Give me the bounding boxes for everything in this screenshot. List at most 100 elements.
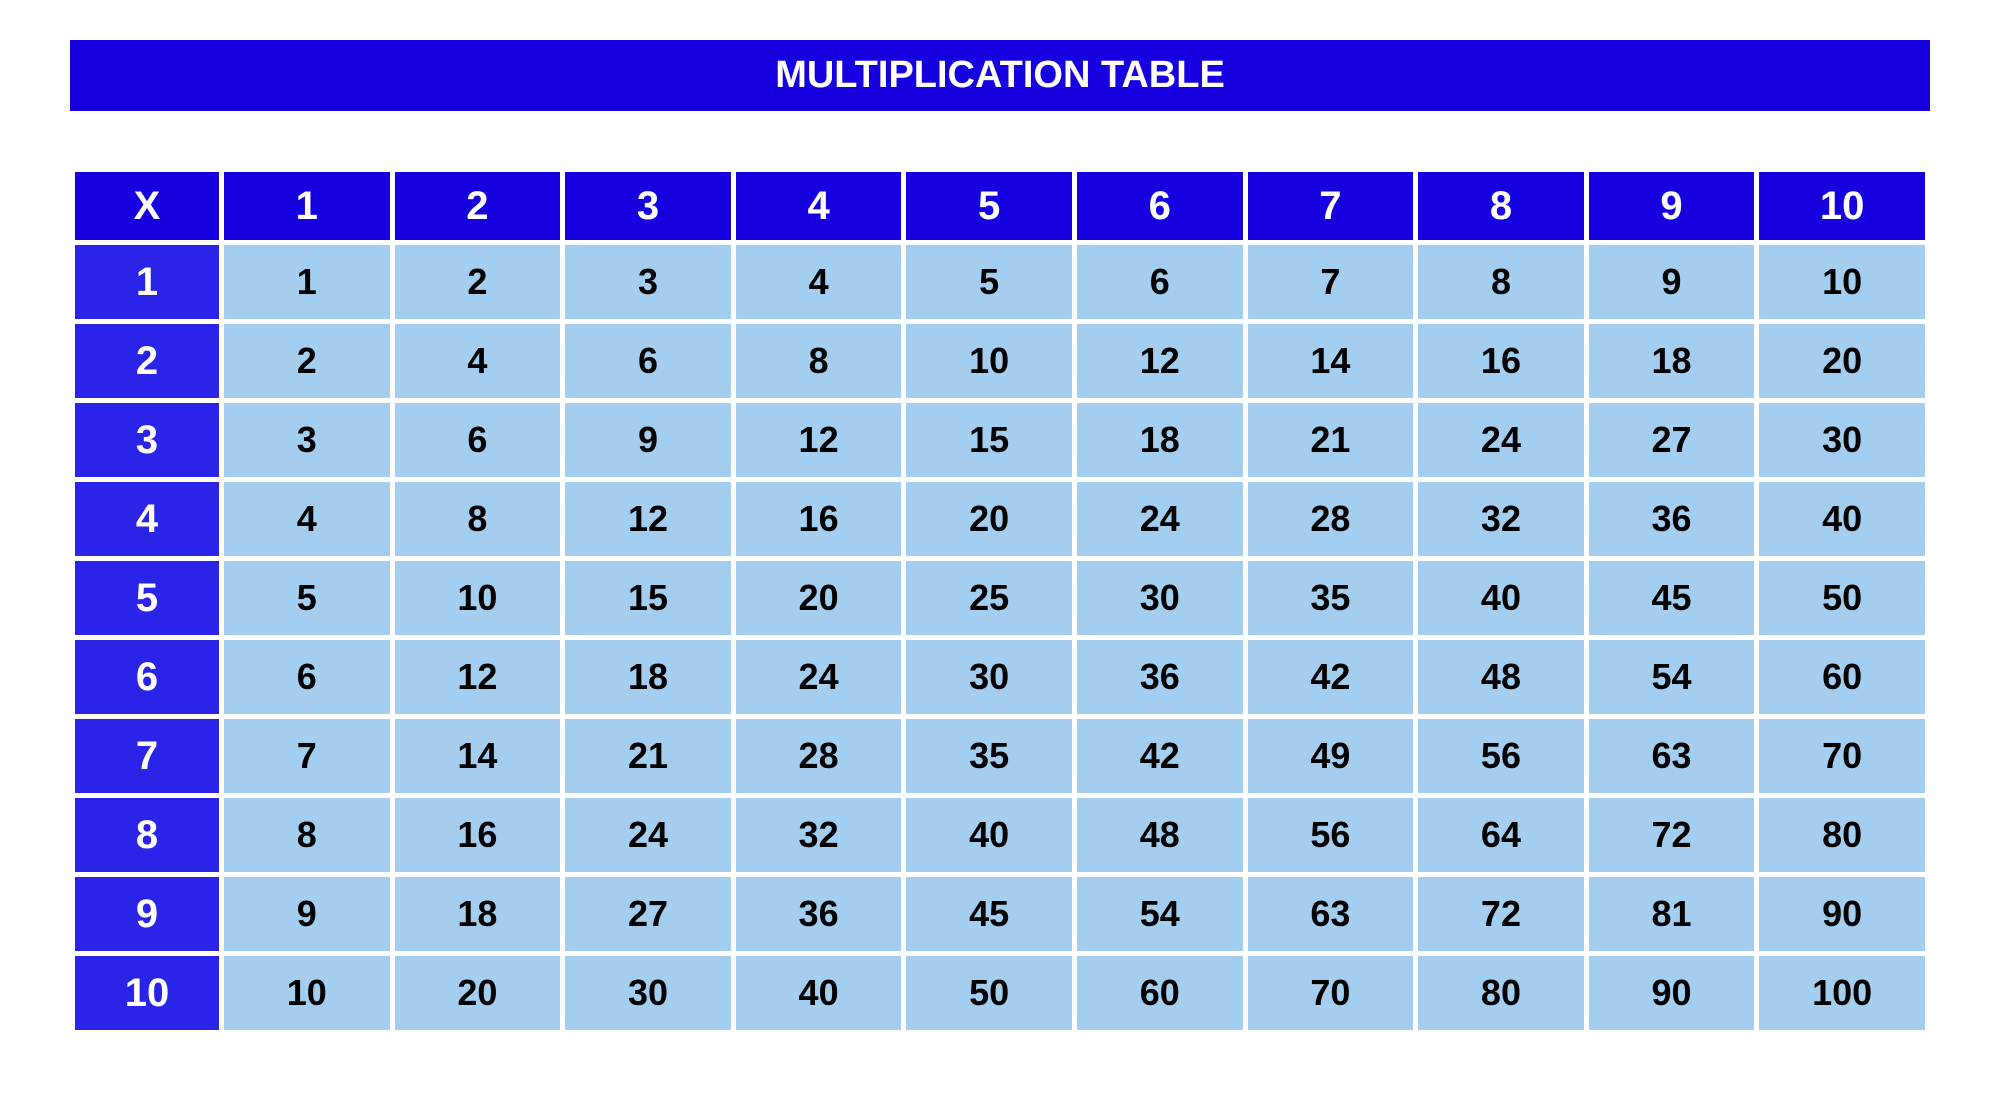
table-cell: 50 (906, 956, 1072, 1030)
table-corner-cell: X (75, 172, 219, 240)
table-cell: 18 (565, 640, 731, 714)
row-header: 6 (75, 640, 219, 714)
table-cell: 70 (1759, 719, 1925, 793)
table-row: 112345678910 (75, 245, 1925, 319)
table-cell: 90 (1589, 956, 1755, 1030)
table-cell: 100 (1759, 956, 1925, 1030)
table-cell: 4 (224, 482, 390, 556)
table-cell: 28 (736, 719, 902, 793)
table-cell: 3 (565, 245, 731, 319)
table-cell: 10 (224, 956, 390, 1030)
table-cell: 7 (224, 719, 390, 793)
page-title: MULTIPLICATION TABLE (70, 40, 1930, 111)
table-cell: 16 (736, 482, 902, 556)
table-cell: 18 (1589, 324, 1755, 398)
col-header: 6 (1077, 172, 1243, 240)
row-header: 5 (75, 561, 219, 635)
table-cell: 10 (906, 324, 1072, 398)
table-cell: 12 (565, 482, 731, 556)
table-cell: 10 (1759, 245, 1925, 319)
table-cell: 48 (1077, 798, 1243, 872)
table-cell: 12 (736, 403, 902, 477)
table-cell: 54 (1589, 640, 1755, 714)
multiplication-table: X 1 2 3 4 5 6 7 8 9 10 11234567891022468… (70, 167, 1930, 1035)
table-cell: 24 (736, 640, 902, 714)
table-row: 88162432404856647280 (75, 798, 1925, 872)
table-cell: 27 (1589, 403, 1755, 477)
table-cell: 5 (224, 561, 390, 635)
table-cell: 9 (224, 877, 390, 951)
col-header: 4 (736, 172, 902, 240)
table-cell: 90 (1759, 877, 1925, 951)
table-cell: 12 (1077, 324, 1243, 398)
col-header: 5 (906, 172, 1072, 240)
table-cell: 70 (1248, 956, 1414, 1030)
table-cell: 20 (1759, 324, 1925, 398)
table-cell: 32 (736, 798, 902, 872)
table-cell: 16 (1418, 324, 1584, 398)
col-header: 10 (1759, 172, 1925, 240)
table-cell: 6 (565, 324, 731, 398)
row-header: 10 (75, 956, 219, 1030)
table-cell: 8 (224, 798, 390, 872)
table-cell: 2 (395, 245, 561, 319)
table-cell: 6 (1077, 245, 1243, 319)
table-row: 22468101214161820 (75, 324, 1925, 398)
table-row: 99182736455463728190 (75, 877, 1925, 951)
table-row: 4481216202428323640 (75, 482, 1925, 556)
table-cell: 56 (1248, 798, 1414, 872)
table-cell: 16 (395, 798, 561, 872)
table-cell: 14 (395, 719, 561, 793)
table-cell: 72 (1589, 798, 1755, 872)
table-cell: 35 (1248, 561, 1414, 635)
table-row: 10102030405060708090100 (75, 956, 1925, 1030)
table-cell: 45 (1589, 561, 1755, 635)
table-cell: 1 (224, 245, 390, 319)
table-cell: 36 (1077, 640, 1243, 714)
row-header: 1 (75, 245, 219, 319)
col-header: 3 (565, 172, 731, 240)
table-cell: 4 (736, 245, 902, 319)
col-header: 8 (1418, 172, 1584, 240)
table-cell: 5 (906, 245, 1072, 319)
table-cell: 20 (395, 956, 561, 1030)
table-cell: 6 (224, 640, 390, 714)
table-cell: 8 (736, 324, 902, 398)
table-cell: 60 (1077, 956, 1243, 1030)
table-row: 336912151821242730 (75, 403, 1925, 477)
table-body: 1123456789102246810121416182033691215182… (75, 245, 1925, 1030)
table-cell: 18 (395, 877, 561, 951)
col-header: 1 (224, 172, 390, 240)
row-header: 4 (75, 482, 219, 556)
table-cell: 30 (1759, 403, 1925, 477)
table-cell: 30 (1077, 561, 1243, 635)
table-cell: 28 (1248, 482, 1414, 556)
table-cell: 81 (1589, 877, 1755, 951)
table-cell: 40 (1418, 561, 1584, 635)
col-header: 2 (395, 172, 561, 240)
table-cell: 9 (565, 403, 731, 477)
table-cell: 42 (1077, 719, 1243, 793)
table-cell: 40 (1759, 482, 1925, 556)
table-cell: 60 (1759, 640, 1925, 714)
table-cell: 63 (1589, 719, 1755, 793)
table-cell: 20 (906, 482, 1072, 556)
table-cell: 4 (395, 324, 561, 398)
table-cell: 36 (736, 877, 902, 951)
table-cell: 80 (1418, 956, 1584, 1030)
table-cell: 18 (1077, 403, 1243, 477)
spacer (70, 111, 1930, 167)
table-cell: 21 (1248, 403, 1414, 477)
row-header: 9 (75, 877, 219, 951)
table-cell: 10 (395, 561, 561, 635)
table-row: 66121824303642485460 (75, 640, 1925, 714)
table-cell: 15 (906, 403, 1072, 477)
table-cell: 27 (565, 877, 731, 951)
table-cell: 24 (1077, 482, 1243, 556)
table-row: 55101520253035404550 (75, 561, 1925, 635)
table-cell: 80 (1759, 798, 1925, 872)
table-cell: 56 (1418, 719, 1584, 793)
table-cell: 40 (906, 798, 1072, 872)
table-cell: 30 (565, 956, 731, 1030)
table-cell: 49 (1248, 719, 1414, 793)
